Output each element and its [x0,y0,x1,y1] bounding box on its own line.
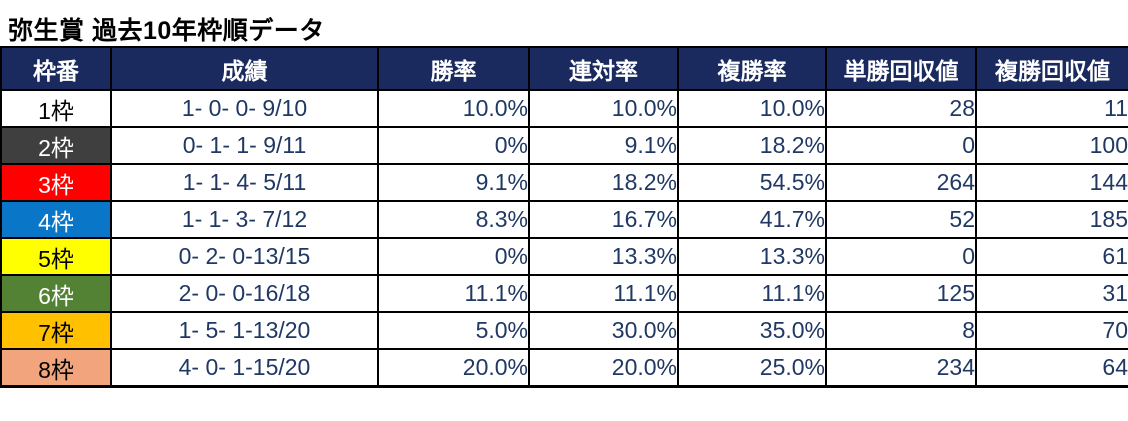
show-payback-cell: 11 [975,89,1128,128]
win-payback-cell: 8 [825,311,977,350]
gate-stats-table: 枠番 成績 勝率 連対率 複勝率 単勝回収値 複勝回収値 1枠 1- 0- 0-… [0,46,1128,388]
win-payback-cell: 28 [825,89,977,128]
show-rate-cell: 54.5% [677,163,827,202]
win-rate-cell: 5.0% [377,311,530,350]
show-payback-cell: 185 [975,200,1128,239]
win-payback-cell: 234 [825,348,977,388]
table-row-gate-5: 5枠 0- 2- 0-13/15 0% 13.3% 13.3% 0 61 [0,237,1128,276]
win-rate-cell: 20.0% [377,348,530,388]
quinella-rate-cell: 9.1% [528,126,679,165]
show-rate-cell: 13.3% [677,237,827,276]
show-payback-cell: 64 [975,348,1128,388]
gate-cell: 8枠 [0,348,112,388]
record-cell: 0- 1- 1- 9/11 [110,126,379,165]
gate-cell: 1枠 [0,89,112,128]
win-payback-cell: 0 [825,126,977,165]
win-rate-cell: 0% [377,237,530,276]
show-payback-cell: 100 [975,126,1128,165]
quinella-rate-cell: 10.0% [528,89,679,128]
show-rate-cell: 11.1% [677,274,827,313]
win-rate-cell: 11.1% [377,274,530,313]
show-rate-cell: 18.2% [677,126,827,165]
gate-cell: 3枠 [0,163,112,202]
show-payback-cell: 70 [975,311,1128,350]
table-row-gate-7: 7枠 1- 5- 1-13/20 5.0% 30.0% 35.0% 8 70 [0,311,1128,350]
record-cell: 1- 1- 3- 7/12 [110,200,379,239]
gate-cell: 7枠 [0,311,112,350]
header-row: 枠番 成績 勝率 連対率 複勝率 単勝回収値 複勝回収値 [0,46,1128,91]
record-cell: 1- 1- 4- 5/11 [110,163,379,202]
show-rate-cell: 41.7% [677,200,827,239]
gate-cell: 4枠 [0,200,112,239]
win-rate-cell: 9.1% [377,163,530,202]
table-header: 枠番 成績 勝率 連対率 複勝率 単勝回収値 複勝回収値 [0,46,1128,91]
header-show-payback: 複勝回収値 [975,46,1128,91]
table-row-gate-3: 3枠 1- 1- 4- 5/11 9.1% 18.2% 54.5% 264 14… [0,163,1128,202]
gate-cell: 2枠 [0,126,112,165]
header-record: 成績 [110,46,379,91]
header-show-rate: 複勝率 [677,46,827,91]
table-body: 1枠 1- 0- 0- 9/10 10.0% 10.0% 10.0% 28 11… [0,89,1128,388]
quinella-rate-cell: 11.1% [528,274,679,313]
win-rate-cell: 10.0% [377,89,530,128]
header-quinella-rate: 連対率 [528,46,679,91]
table-row-gate-8: 8枠 4- 0- 1-15/20 20.0% 20.0% 25.0% 234 6… [0,348,1128,388]
show-payback-cell: 31 [975,274,1128,313]
record-cell: 1- 5- 1-13/20 [110,311,379,350]
show-payback-cell: 144 [975,163,1128,202]
win-payback-cell: 264 [825,163,977,202]
quinella-rate-cell: 20.0% [528,348,679,388]
show-payback-cell: 61 [975,237,1128,276]
win-payback-cell: 52 [825,200,977,239]
table-row-gate-4: 4枠 1- 1- 3- 7/12 8.3% 16.7% 41.7% 52 185 [0,200,1128,239]
show-rate-cell: 10.0% [677,89,827,128]
header-gate: 枠番 [0,46,112,91]
table-row-gate-1: 1枠 1- 0- 0- 9/10 10.0% 10.0% 10.0% 28 11 [0,89,1128,128]
record-cell: 4- 0- 1-15/20 [110,348,379,388]
table-row-gate-6: 6枠 2- 0- 0-16/18 11.1% 11.1% 11.1% 125 3… [0,274,1128,313]
quinella-rate-cell: 13.3% [528,237,679,276]
record-cell: 2- 0- 0-16/18 [110,274,379,313]
show-rate-cell: 25.0% [677,348,827,388]
header-win-rate: 勝率 [377,46,530,91]
quinella-rate-cell: 16.7% [528,200,679,239]
show-rate-cell: 35.0% [677,311,827,350]
table-row-gate-2: 2枠 0- 1- 1- 9/11 0% 9.1% 18.2% 0 100 [0,126,1128,165]
header-win-payback: 単勝回収値 [825,46,977,91]
quinella-rate-cell: 18.2% [528,163,679,202]
record-cell: 0- 2- 0-13/15 [110,237,379,276]
win-rate-cell: 8.3% [377,200,530,239]
gate-cell: 5枠 [0,237,112,276]
win-rate-cell: 0% [377,126,530,165]
page-title: 弥生賞 過去10年枠順データ [8,17,325,45]
quinella-rate-cell: 30.0% [528,311,679,350]
win-payback-cell: 0 [825,237,977,276]
win-payback-cell: 125 [825,274,977,313]
record-cell: 1- 0- 0- 9/10 [110,89,379,128]
gate-cell: 6枠 [0,274,112,313]
